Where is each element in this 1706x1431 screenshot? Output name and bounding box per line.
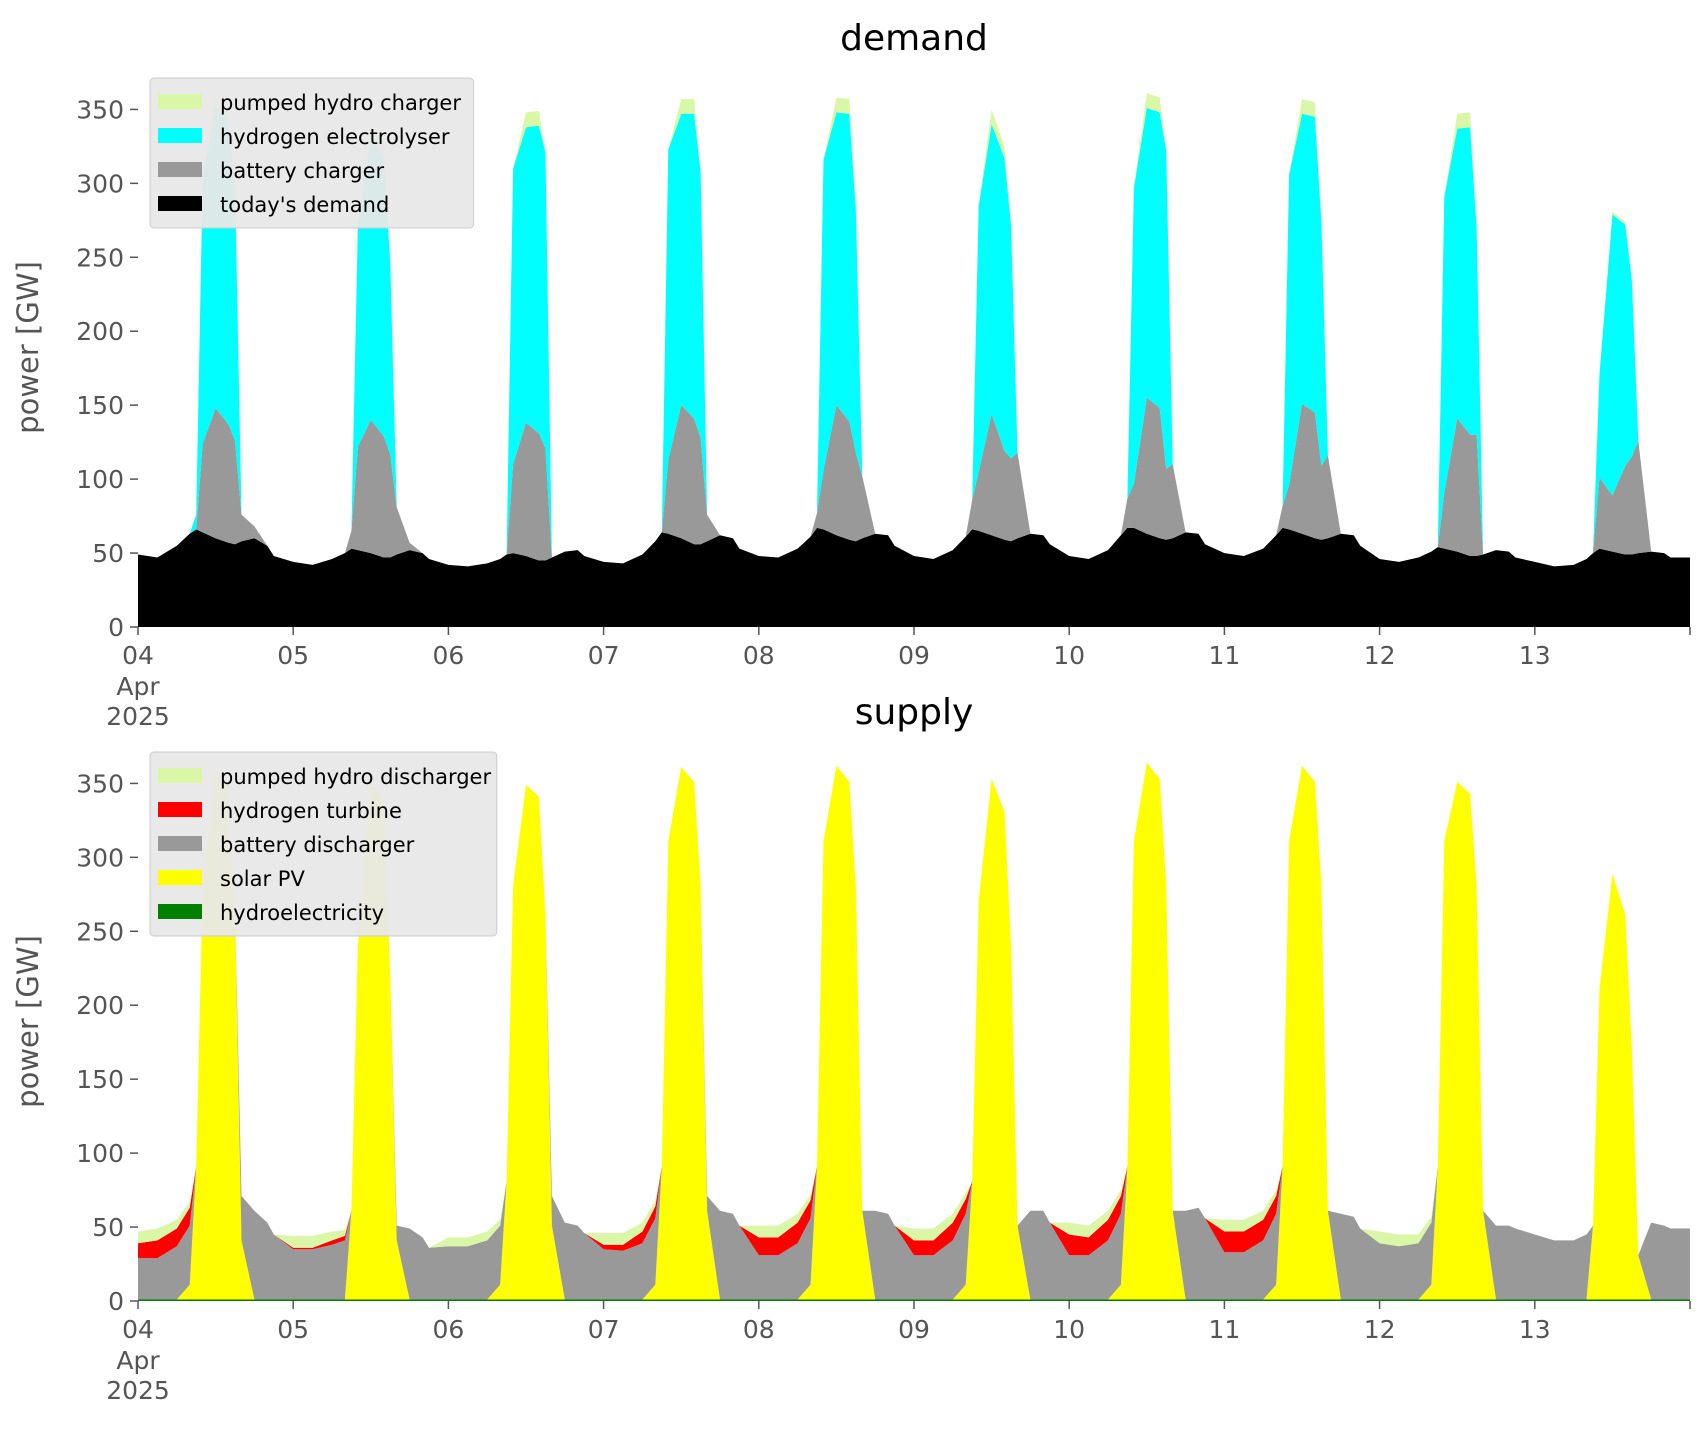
y-tick-label: 300 (76, 843, 124, 872)
legend: pumped hydro discharger hydrogen turbine b… (149, 751, 498, 937)
y-tick-label: 350 (76, 769, 124, 798)
x-tick-label: 09 (898, 1315, 930, 1344)
legend-swatch (158, 196, 202, 211)
x-tick-sublabel-month: Apr (116, 1346, 160, 1375)
legend-box (149, 77, 475, 229)
chart-panel-supply: supply 0 50 100 150 200 250 300 350 04 05 06 07 08 09 1… (11, 692, 1691, 1405)
legend-swatch (158, 870, 202, 885)
legend-label: battery discharger (220, 833, 415, 857)
chart-title: supply (855, 692, 974, 733)
y-tick-label: 200 (76, 991, 124, 1020)
x-tick-sublabel-year: 2025 (106, 1376, 170, 1405)
x-tick-label: 08 (743, 1315, 775, 1344)
x-tick-label: 04 (122, 1315, 154, 1344)
x-tick-label: 06 (432, 641, 464, 670)
x-tick-label: 05 (277, 1315, 309, 1344)
legend-label: pumped hydro charger (220, 91, 461, 115)
y-tick-label: 100 (76, 1139, 124, 1168)
legend: pumped hydro charger hydrogen electrolyse… (149, 77, 475, 229)
legend-label: battery charger (220, 159, 385, 183)
x-tick-label: 07 (588, 641, 620, 670)
x-tick-label: 10 (1053, 1315, 1085, 1344)
x-tick-label: 12 (1364, 1315, 1396, 1344)
legend-box (149, 751, 498, 937)
x-tick-label: 08 (743, 641, 775, 670)
y-tick-label: 150 (76, 391, 124, 420)
y-tick-label: 350 (76, 95, 124, 124)
x-tick-label: 13 (1519, 1315, 1551, 1344)
x-tick-label: 13 (1519, 641, 1551, 670)
y-tick-label: 50 (92, 1213, 124, 1242)
x-tick-label: 04 (122, 641, 154, 670)
x-tick-label: 10 (1053, 641, 1085, 670)
legend-swatch (158, 836, 202, 851)
legend-label: hydroelectricity (220, 901, 384, 925)
y-tick-label: 50 (92, 539, 124, 568)
x-tick-label: 12 (1364, 641, 1396, 670)
y-tick-label: 150 (76, 1065, 124, 1094)
legend-label: pumped hydro discharger (220, 765, 491, 789)
x-tick-label: 09 (898, 641, 930, 670)
area-today-s-demand (138, 527, 1690, 627)
legend-swatch (158, 128, 202, 143)
y-tick-label: 250 (76, 243, 124, 272)
area-solar-pv (138, 762, 1690, 1300)
area-battery-discharger (138, 762, 1690, 1300)
y-tick-label: 300 (76, 169, 124, 198)
x-tick-sublabel-year: 2025 (106, 702, 170, 731)
chart-panel-demand: demand 0 50 100 150 200 250 300 350 04 05 06 07 08 09 1… (11, 18, 1691, 731)
area-battery-charger (138, 397, 1690, 567)
legend-label: solar PV (220, 867, 305, 891)
legend-swatch (158, 904, 202, 919)
x-tick-label: 07 (588, 1315, 620, 1344)
legend-label: hydrogen electrolyser (220, 125, 450, 149)
y-tick-label: 200 (76, 317, 124, 346)
x-tick-sublabel-month: Apr (116, 672, 160, 701)
y-axis-label: power [GW] (11, 261, 45, 434)
y-tick-label: 100 (76, 465, 124, 494)
legend-swatch (158, 162, 202, 177)
legend-label: today's demand (220, 193, 389, 217)
area-hydroelectricity (138, 1299, 1690, 1301)
legend-swatch (158, 768, 202, 783)
y-axis-label: power [GW] (11, 935, 45, 1108)
y-tick-label: 0 (108, 1287, 124, 1316)
legend-swatch (158, 94, 202, 109)
x-tick-label: 05 (277, 641, 309, 670)
x-tick-label: 11 (1208, 1315, 1240, 1344)
legend-label: hydrogen turbine (220, 799, 402, 823)
x-tick-label: 11 (1208, 641, 1240, 670)
y-tick-label: 0 (108, 613, 124, 642)
y-tick-label: 250 (76, 917, 124, 946)
legend-swatch (158, 802, 202, 817)
x-tick-label: 06 (432, 1315, 464, 1344)
chart-title: demand (840, 18, 988, 59)
area-hydrogen-electrolyser (138, 107, 1690, 567)
